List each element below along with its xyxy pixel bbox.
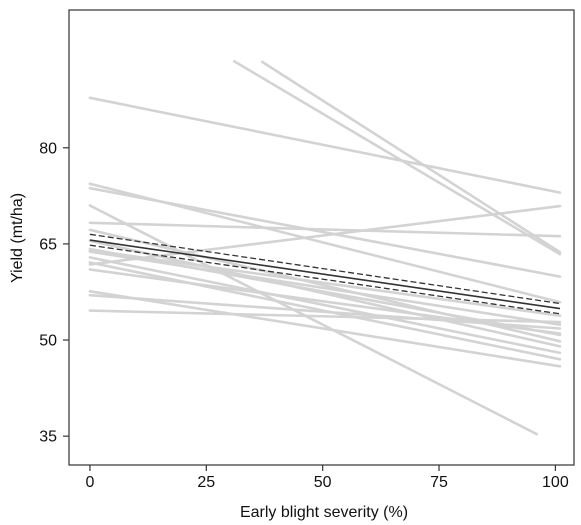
x-axis-ticks: 0 25 50 75 100 <box>85 465 569 491</box>
site-line-7 <box>88 221 562 238</box>
x-axis-title: Early blight severity (%) <box>240 504 408 521</box>
y-axis-title: Yield (mt/ha) <box>9 193 26 283</box>
site-line-8 <box>88 204 562 266</box>
x-tick-label: 75 <box>430 474 448 491</box>
site-lines <box>88 59 562 436</box>
mean-fit <box>89 233 561 315</box>
y-tick-label: 35 <box>39 429 57 446</box>
site-line-2 <box>232 59 562 256</box>
site-line-17 <box>88 309 562 324</box>
y-tick-label: 50 <box>39 333 57 350</box>
site-line-1 <box>88 96 562 194</box>
site-line-13 <box>88 256 562 355</box>
x-tick-label: 50 <box>314 474 332 491</box>
site-line-5 <box>88 186 562 278</box>
plot-frame <box>68 9 575 466</box>
y-axis-ticks: 35 50 65 80 <box>39 140 69 446</box>
x-tick-label: 25 <box>197 474 215 491</box>
site-line-10 <box>88 239 562 348</box>
y-tick-label: 65 <box>39 236 57 253</box>
x-tick-label: 100 <box>542 474 569 491</box>
y-tick-label: 80 <box>39 140 57 157</box>
confidence-band-line-1 <box>89 233 561 305</box>
mean-fit-line <box>89 239 561 310</box>
confidence-band-line-2 <box>89 244 561 315</box>
x-tick-label: 0 <box>85 474 94 491</box>
site-line-6 <box>88 204 539 436</box>
site-line-15 <box>88 289 562 368</box>
site-line-18 <box>88 249 562 318</box>
site-line-12 <box>88 250 562 327</box>
site-line-3 <box>260 60 562 254</box>
site-line-19 <box>88 268 562 335</box>
